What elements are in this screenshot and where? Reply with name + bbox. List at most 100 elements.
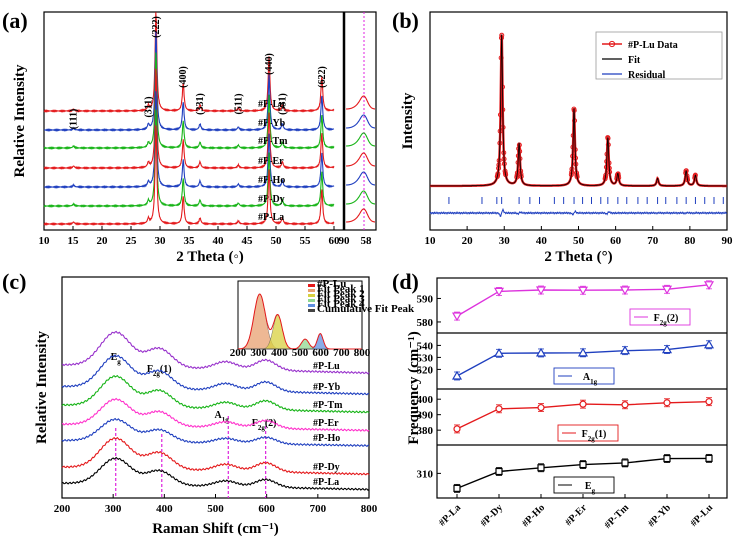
panel-d: #P-La #P-Dy #P-Ho #P-Er #P-Tm #P-Yb #P-Lu Frequ… (392, 269, 728, 531)
panel-d-marker (535, 286, 547, 296)
panel-a-xtick-label: 45 (242, 235, 254, 247)
panel-a: 10 15 20 25 30 35 40 45 50 55 60 90 58 2 Theta (◦) Rel… (2, 8, 377, 265)
panel-d-frame (436, 277, 728, 499)
panel-b-xtick-label: 30 (499, 235, 511, 247)
panel-c-tag: (c) (2, 269, 26, 294)
panel-b-xtick-label: 90 (722, 235, 734, 247)
panel-c-inset-legend-label: Fit Peak 4 (317, 298, 365, 310)
panel-b-legend-label: Fit (628, 55, 641, 66)
panel-b-xtick-label: 20 (462, 235, 474, 247)
panel-d-marker (577, 347, 589, 357)
panel-d-marker (495, 467, 503, 476)
panel-a-trace (43, 125, 335, 226)
panel-d-ytick-label: 390 (417, 410, 434, 422)
panel-d-xtick-label: #P-Er (563, 502, 589, 528)
panel-c-inset-legend-label: Cumulative Fit Peak (317, 303, 415, 315)
panel-d-marker (493, 348, 505, 357)
panel-c-ylabel: Relative Intensity (34, 331, 50, 444)
panel-c-xtick-label: 200 (54, 503, 71, 515)
panel-c-inset-tick: 300 (250, 347, 267, 359)
panel-d-legend-box (553, 367, 615, 385)
panel-d-ytick-label: 590 (417, 293, 434, 305)
panel-c-mode-label: Eg (111, 352, 122, 366)
panel-a-trace-break (346, 114, 375, 129)
panel-c-inset-legend-swatch (308, 299, 315, 302)
panel-a-xtick-label: 35 (184, 235, 196, 247)
panel-b-ylabel: Intensity (400, 92, 416, 149)
panel-c-sample-label: #P-La (313, 477, 339, 488)
panel-c-sample-label: #P-Tm (313, 400, 343, 411)
panel-a-xtick-label: 60 (329, 235, 341, 247)
panel-a-peak-label: (111) (69, 109, 80, 130)
panel-a-xtick-label: 55 (300, 235, 312, 247)
panel-c-trace (61, 354, 370, 396)
panel-d-marker (451, 370, 463, 380)
panel-c-sample-label: #P-Lu (313, 361, 340, 372)
panel-a-peak-label: (311) (143, 96, 154, 117)
panel-d-legend-label: A1g (583, 372, 598, 386)
panel-c-inset-tick: 500 (292, 347, 309, 359)
panel-d-marker (619, 345, 631, 355)
panel-b-legend-box (595, 31, 723, 80)
panel-a-xtick-label: 30 (155, 235, 167, 247)
panel-a-trace-break (346, 208, 375, 223)
panel-c-xtick-label: 400 (156, 503, 173, 515)
panel-a-xtick-label: 40 (213, 235, 225, 247)
panel-c-trace (61, 374, 370, 414)
panel-d-marker (703, 281, 715, 291)
panel-c-xtick-label: 600 (258, 503, 275, 515)
panel-c-inset-legend-label: #P-Lu (317, 278, 346, 290)
panel-a-trace-break (346, 95, 375, 110)
panel-c-sample-label: #P-Er (313, 418, 339, 429)
panel-b-tag: (b) (392, 8, 419, 33)
panel-b-xlabel: 2 Theta (°) (544, 249, 612, 265)
panel-a-peak-label: (622) (317, 66, 328, 88)
panel-b-legend-label: Residual (628, 70, 665, 81)
panel-a-xtick-label: 20 (97, 235, 109, 247)
panel-d-marker (661, 344, 673, 354)
panel-a-frame (43, 11, 377, 231)
panel-a-trace (43, 30, 335, 132)
panel-b-residual-line (429, 207, 728, 217)
panel-d-marker (453, 484, 461, 492)
panel-b: 10 20 30 40 50 60 70 80 90 2 Theta (°) Intensity #P… (392, 8, 733, 265)
panel-c-xtick-label: 500 (207, 503, 224, 515)
panel-b-xtick-label: 40 (536, 235, 548, 247)
panel-c-inset-legend-label: Fit Peak 3 (317, 293, 365, 305)
panel-d-marker (579, 460, 587, 469)
panel-b-xtick-label: 70 (647, 235, 659, 247)
panel-d-marker (663, 399, 671, 407)
panel-b-xtick-label: 80 (684, 235, 696, 247)
panel-b-xtick-label: 60 (610, 235, 622, 247)
panel-a-peak-label: (400) (178, 66, 189, 88)
panel-c-inset-legend-label: Fit Peak 1 (317, 283, 365, 295)
panel-d-ytick-label: 530 (417, 352, 434, 364)
panel-a-sample-label: #P-Lu (258, 99, 285, 110)
panel-a-xtick-label: 15 (68, 235, 80, 247)
panel-d-legend-label: F2g(2) (654, 313, 679, 327)
panel-d-xtick-label: #P-Tm (603, 502, 632, 531)
panel-c-trace (61, 417, 370, 448)
panel-c-inset-legend-swatch (308, 289, 315, 292)
panel-c-mode-label: F2g(2) (252, 418, 277, 432)
panel-a-trace (43, 12, 335, 113)
panel-d-ytick-label: 400 (417, 394, 434, 406)
panel-c-trace (61, 436, 370, 476)
panel-c-inset-legend-swatch (308, 304, 315, 307)
panel-d-marker (705, 454, 713, 462)
panel-a-xtick-label: 10 (39, 235, 51, 247)
panel-c-xtick-label: 800 (361, 503, 378, 515)
panel-c-mode-label: A1g (215, 410, 230, 424)
panel-a-xlabel: 2 Theta (◦) (176, 249, 244, 265)
panel-c-mode-label: F2g(1) (147, 364, 172, 378)
panel-a-sample-label: #P-Dy (258, 194, 285, 205)
panel-c-inset-legend-label: Fit Peak 2 (317, 288, 365, 300)
panel-d-xtick-label: #P-Lu (688, 502, 715, 529)
panel-d-legend-label: F2g(1) (582, 429, 607, 443)
panel-d-ytick-label: 540 (417, 340, 434, 352)
panel-b-xtick-label: 50 (573, 235, 585, 247)
panel-d-xtick-label: #P-Ho (520, 502, 547, 529)
